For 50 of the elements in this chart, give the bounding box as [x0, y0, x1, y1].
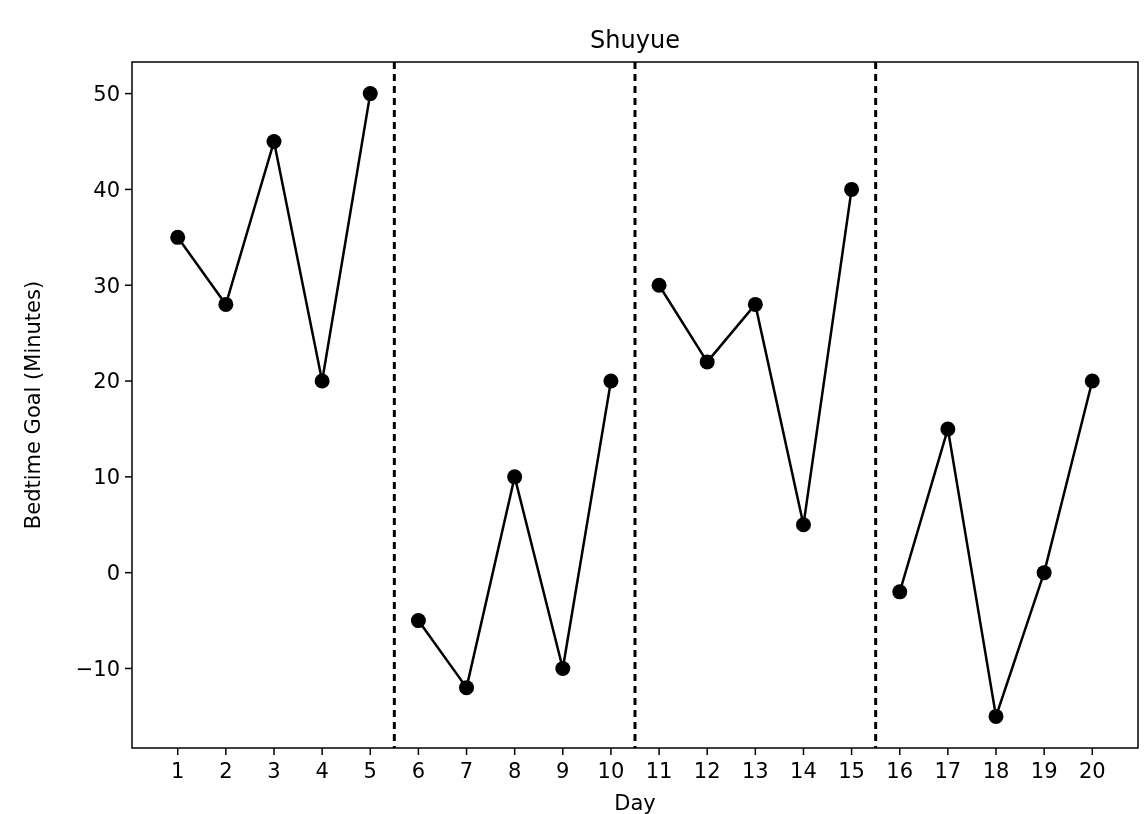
point — [459, 680, 475, 696]
x-tick-label: 9 — [556, 759, 570, 783]
x-tick-label: 4 — [315, 759, 329, 783]
point — [1084, 373, 1100, 389]
point — [410, 613, 426, 629]
x-tick-label: 18 — [982, 759, 1010, 783]
x-tick-label: 2 — [219, 759, 233, 783]
point — [699, 354, 715, 370]
x-tick-label: 19 — [1030, 759, 1058, 783]
point — [170, 229, 186, 245]
y-tick-label: −10 — [75, 656, 120, 681]
x-tick-label: 14 — [790, 759, 817, 783]
x-axis-title: Day — [614, 791, 656, 814]
point — [362, 86, 378, 102]
x-tick-label: 3 — [267, 759, 281, 783]
x-tick-label: 20 — [1078, 759, 1106, 783]
x-tick-label: 12 — [693, 759, 721, 783]
x-tick-label: 8 — [507, 759, 522, 783]
x-tick-label: 13 — [741, 759, 769, 783]
x-tick-label: 10 — [597, 759, 625, 783]
point — [218, 296, 234, 312]
point — [940, 421, 956, 437]
x-tick-label: 11 — [645, 759, 673, 783]
chart-title: Shuyue — [590, 26, 680, 54]
point — [795, 517, 811, 533]
point — [603, 373, 619, 389]
point — [892, 584, 908, 600]
point — [1036, 565, 1052, 581]
x-tick-label: 6 — [411, 759, 426, 783]
y-tick-label: 0 — [106, 561, 120, 586]
point — [266, 134, 282, 150]
x-tick-label: 16 — [886, 759, 914, 783]
x-tick-label: 17 — [934, 759, 962, 783]
x-tick-label: 7 — [459, 759, 474, 783]
x-tick-label: 15 — [838, 759, 865, 783]
y-tick-label: 20 — [93, 369, 120, 394]
point — [314, 373, 330, 389]
y-tick-label: 50 — [93, 81, 120, 106]
y-tick-label: 10 — [93, 465, 120, 490]
y-axis-title: Bedtime Goal (Minutes) — [21, 280, 45, 530]
point — [555, 660, 571, 676]
x-tick-label: 1 — [171, 759, 185, 783]
point — [988, 708, 1004, 724]
point — [651, 277, 667, 293]
x-tick-label: 5 — [363, 759, 377, 783]
point — [507, 469, 523, 485]
point — [747, 296, 763, 312]
y-tick-label: 30 — [93, 273, 120, 298]
point — [844, 181, 860, 197]
y-tick-label: 40 — [93, 177, 120, 202]
